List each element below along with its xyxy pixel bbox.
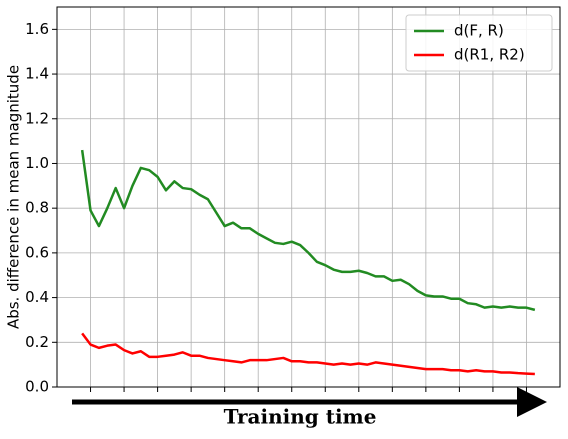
y-tick-label: 1.6 (25, 20, 49, 38)
y-tick-label: 0.2 (25, 333, 49, 351)
y-tick-label: 0.4 (25, 288, 49, 306)
y-tick-label: 0.8 (25, 199, 49, 217)
y-tick-label: 0.0 (25, 378, 49, 396)
y-tick-label: 1.0 (25, 154, 49, 172)
legend-box (405, 14, 553, 72)
x-axis-label: Training time (224, 405, 377, 429)
series-line (80, 149, 536, 312)
series-line (81, 332, 535, 376)
y-axis-label: Abs. difference in mean magnitude (5, 65, 23, 329)
y-tick-label: 1.4 (25, 65, 49, 83)
legend-label: d(R1, R2) (454, 46, 525, 64)
y-tick-label: 0.6 (25, 243, 49, 261)
y-tick-label: 1.2 (25, 109, 49, 127)
legend-label: d(F, R) (454, 22, 504, 40)
plot-frame (56, 6, 561, 388)
